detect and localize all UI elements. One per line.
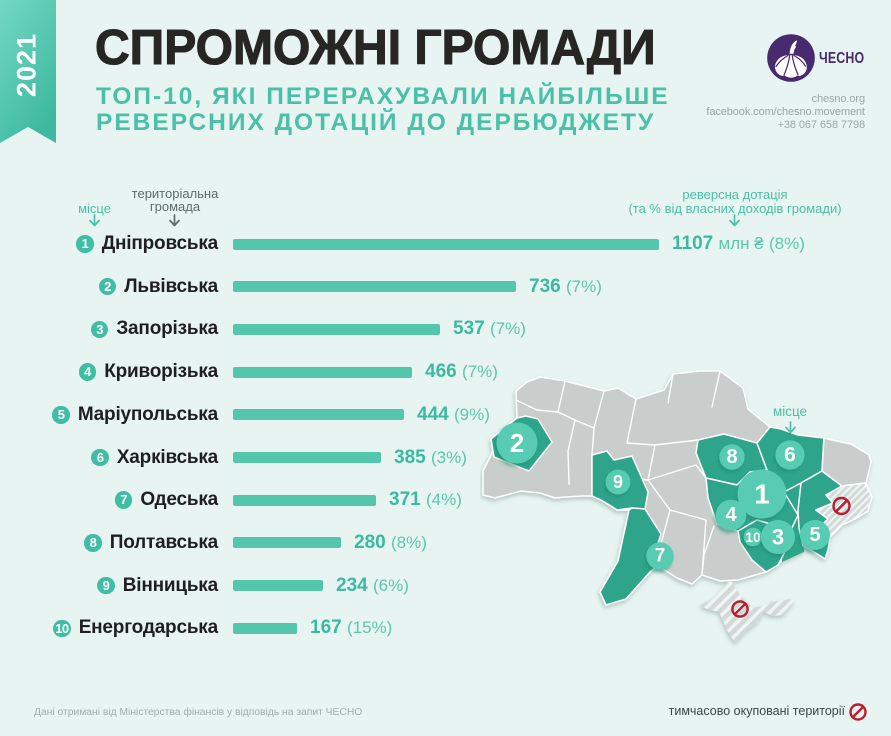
svg-text:10: 10 [745, 529, 761, 545]
svg-text:1: 1 [754, 479, 770, 510]
svg-text:4: 4 [725, 504, 737, 526]
svg-text:місце: місце [773, 404, 807, 419]
svg-text:9: 9 [613, 472, 623, 492]
svg-text:6: 6 [784, 444, 796, 467]
svg-text:7: 7 [655, 546, 666, 567]
svg-text:2: 2 [510, 428, 524, 458]
svg-text:8: 8 [726, 446, 737, 468]
svg-text:3: 3 [772, 525, 784, 550]
svg-text:5: 5 [809, 524, 820, 546]
